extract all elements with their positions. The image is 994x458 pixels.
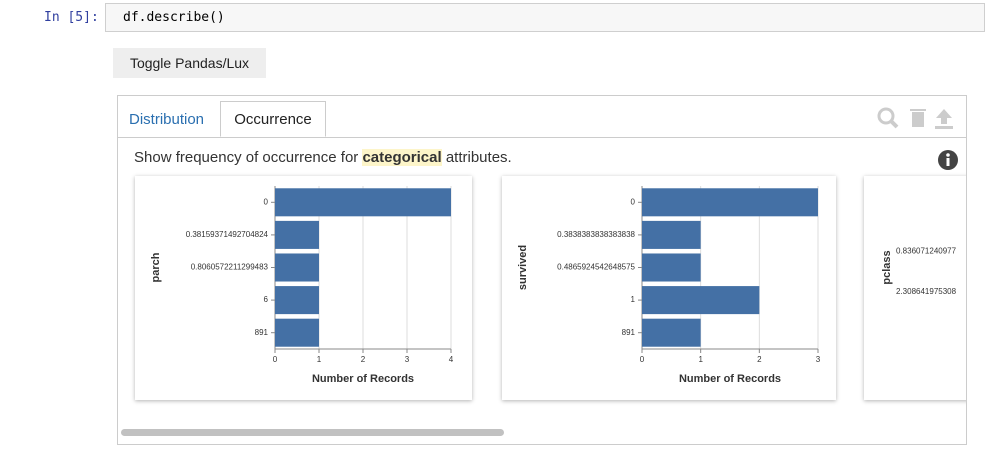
x-tick-label: 3 xyxy=(405,355,410,364)
x-axis-label: Number of Records xyxy=(312,373,414,385)
x-tick-label: 3 xyxy=(816,355,821,364)
chart: parch 0 1 2 3 4 Number of Records 0 0.3815937149… xyxy=(150,186,454,385)
y-tick-label: 0.4865924542648575 xyxy=(557,263,635,272)
bar xyxy=(275,188,451,217)
y-tick-label: 0 xyxy=(631,197,636,206)
x-tick-label: 1 xyxy=(317,355,322,364)
y-tick-label: 6 xyxy=(264,295,269,304)
y-tick-label: 0.8060572211299483 xyxy=(191,263,269,272)
tab[interactable]: Distribution xyxy=(129,111,205,128)
bar xyxy=(642,188,818,217)
x-axis-label: Number of Records xyxy=(679,373,781,385)
bar xyxy=(642,220,701,249)
bar xyxy=(275,220,319,249)
scrollbar-thumb[interactable] xyxy=(121,429,504,436)
info-icon[interactable] xyxy=(937,149,959,171)
y-tick-label: 891 xyxy=(255,328,269,337)
chart-card[interactable]: parch 0 1 2 3 4 Number of Records 0 0.3815937149… xyxy=(135,176,472,400)
chart-card[interactable]: pclass 0.836071240977 2.308641975308 xyxy=(864,176,966,400)
y-tick-label: 0.836071240977 xyxy=(896,246,957,255)
description: Show frequency of occurrence for categor… xyxy=(134,149,512,166)
description-text: Show frequency of occurrence for xyxy=(134,149,363,166)
x-tick-label: 2 xyxy=(361,355,366,364)
bar xyxy=(275,286,319,315)
y-tick-label: 0.3838383838383838 xyxy=(557,230,635,239)
bar xyxy=(642,253,701,282)
x-tick-label: 0 xyxy=(640,355,645,364)
search-icon-handle xyxy=(889,119,899,129)
code-cell[interactable]: df.describe() xyxy=(105,3,985,32)
y-axis-label: pclass xyxy=(881,250,893,284)
delete-icon-lid xyxy=(910,109,926,111)
search-icon[interactable] xyxy=(877,107,895,125)
chart: survived 0 1 2 3 Number of Records 0 0.38383838… xyxy=(517,186,821,385)
chart: pclass 0.836071240977 2.308641975308 xyxy=(881,246,957,296)
lux-widget: Distribution Occurrence Show frequency o… xyxy=(117,95,967,445)
description-text: attributes. xyxy=(441,149,512,166)
y-tick-label: 0 xyxy=(264,197,269,206)
bar xyxy=(275,253,319,282)
y-axis-label: parch xyxy=(150,252,162,282)
y-tick-label: 891 xyxy=(622,328,636,337)
delete-icon[interactable] xyxy=(912,112,924,127)
y-tick-label: 0.38159371492704824 xyxy=(186,230,269,239)
description-highlight: categorical xyxy=(362,149,442,166)
toggle-button[interactable]: Toggle Pandas/Lux xyxy=(113,48,266,78)
x-tick-label: 0 xyxy=(273,355,278,364)
y-tick-label: 2.308641975308 xyxy=(896,287,957,296)
chart-card[interactable]: survived 0 1 2 3 Number of Records 0 0.38383838… xyxy=(502,176,836,400)
cell-prompt: In [5]: xyxy=(44,10,99,25)
y-axis-label: survived xyxy=(517,245,529,290)
x-tick-label: 1 xyxy=(698,355,703,364)
tab-divider xyxy=(118,137,966,138)
bar xyxy=(275,318,319,347)
x-tick-label: 2 xyxy=(757,355,762,364)
bar xyxy=(642,286,760,315)
export-icon[interactable] xyxy=(935,109,953,129)
y-tick-label: 1 xyxy=(631,295,636,304)
x-tick-label: 4 xyxy=(449,355,454,364)
bar xyxy=(642,318,701,347)
toolbar-icons xyxy=(877,107,953,129)
tab-active[interactable]: Occurrence xyxy=(220,101,326,137)
